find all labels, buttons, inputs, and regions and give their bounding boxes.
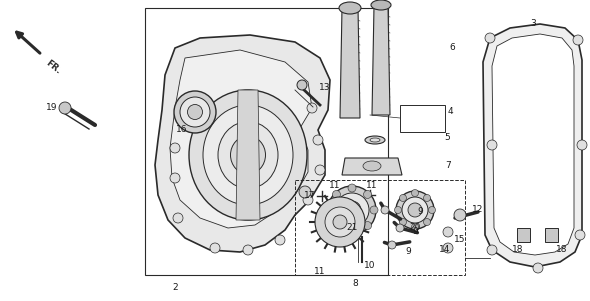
Text: 11: 11 xyxy=(366,181,378,190)
Circle shape xyxy=(396,224,404,232)
Text: 21: 21 xyxy=(346,224,358,232)
Circle shape xyxy=(348,184,356,192)
Text: 10: 10 xyxy=(364,260,376,269)
Text: 18: 18 xyxy=(512,246,524,255)
Text: 4: 4 xyxy=(447,107,453,116)
Polygon shape xyxy=(155,35,330,252)
Circle shape xyxy=(575,230,585,240)
Ellipse shape xyxy=(328,186,376,234)
Circle shape xyxy=(59,102,71,114)
Ellipse shape xyxy=(203,105,293,205)
Ellipse shape xyxy=(343,201,361,219)
Ellipse shape xyxy=(363,161,381,171)
Text: 3: 3 xyxy=(530,20,536,29)
Text: 8: 8 xyxy=(352,278,358,287)
Ellipse shape xyxy=(189,90,307,220)
Ellipse shape xyxy=(402,197,428,223)
Text: 6: 6 xyxy=(449,44,455,52)
Circle shape xyxy=(243,245,253,255)
Circle shape xyxy=(454,209,466,221)
Text: 2: 2 xyxy=(172,283,178,291)
Text: 9: 9 xyxy=(412,228,418,237)
Text: 15: 15 xyxy=(454,235,466,244)
Text: 19: 19 xyxy=(46,104,58,113)
Text: 12: 12 xyxy=(473,206,484,215)
Polygon shape xyxy=(342,158,402,175)
Circle shape xyxy=(363,222,372,230)
Ellipse shape xyxy=(180,97,210,127)
Polygon shape xyxy=(517,228,530,242)
Text: 17: 17 xyxy=(304,191,316,200)
Polygon shape xyxy=(340,8,360,118)
Circle shape xyxy=(313,135,323,145)
Ellipse shape xyxy=(231,136,266,174)
Circle shape xyxy=(485,33,495,43)
Ellipse shape xyxy=(174,91,216,133)
Ellipse shape xyxy=(339,2,361,14)
Circle shape xyxy=(533,263,543,273)
Text: 14: 14 xyxy=(440,246,451,255)
Circle shape xyxy=(424,219,431,225)
Circle shape xyxy=(428,206,435,213)
Text: 7: 7 xyxy=(445,160,451,169)
Circle shape xyxy=(411,190,418,197)
Text: 9: 9 xyxy=(417,207,423,216)
Polygon shape xyxy=(372,6,390,115)
Polygon shape xyxy=(170,50,312,228)
Circle shape xyxy=(303,195,313,205)
Circle shape xyxy=(332,191,340,198)
Ellipse shape xyxy=(218,122,278,188)
Circle shape xyxy=(443,243,453,253)
Polygon shape xyxy=(236,90,260,220)
Ellipse shape xyxy=(325,207,355,237)
Polygon shape xyxy=(492,34,574,255)
Circle shape xyxy=(275,235,285,245)
Text: 5: 5 xyxy=(444,134,450,142)
Ellipse shape xyxy=(188,104,202,119)
Ellipse shape xyxy=(370,138,380,142)
Circle shape xyxy=(487,140,497,150)
Ellipse shape xyxy=(365,136,385,144)
Polygon shape xyxy=(483,24,582,267)
Circle shape xyxy=(573,35,583,45)
Circle shape xyxy=(395,206,402,213)
Circle shape xyxy=(307,103,317,113)
Circle shape xyxy=(577,140,587,150)
Text: 20: 20 xyxy=(409,224,421,232)
Text: 13: 13 xyxy=(319,83,331,92)
Ellipse shape xyxy=(396,191,434,229)
Text: 11: 11 xyxy=(314,268,326,277)
Ellipse shape xyxy=(408,203,422,217)
Circle shape xyxy=(173,213,183,223)
Polygon shape xyxy=(545,228,558,242)
Circle shape xyxy=(411,224,418,231)
Circle shape xyxy=(399,194,407,201)
Ellipse shape xyxy=(335,193,369,227)
Text: 18: 18 xyxy=(556,246,568,255)
Ellipse shape xyxy=(333,215,347,229)
Text: 11: 11 xyxy=(329,181,341,190)
Circle shape xyxy=(424,194,431,201)
Circle shape xyxy=(487,245,497,255)
Circle shape xyxy=(326,206,334,214)
Text: FR.: FR. xyxy=(44,58,63,75)
Circle shape xyxy=(299,186,311,198)
Circle shape xyxy=(210,243,220,253)
Circle shape xyxy=(332,222,340,230)
Circle shape xyxy=(170,143,180,153)
Text: 16: 16 xyxy=(176,126,188,135)
Circle shape xyxy=(388,241,396,249)
Ellipse shape xyxy=(315,197,365,247)
Circle shape xyxy=(370,206,378,214)
Circle shape xyxy=(443,227,453,237)
Ellipse shape xyxy=(371,0,391,10)
Circle shape xyxy=(297,80,307,90)
Circle shape xyxy=(399,219,407,225)
Circle shape xyxy=(381,206,389,214)
Circle shape xyxy=(315,165,325,175)
Circle shape xyxy=(363,191,372,198)
Circle shape xyxy=(348,228,356,236)
Text: 9: 9 xyxy=(405,247,411,256)
Circle shape xyxy=(170,173,180,183)
